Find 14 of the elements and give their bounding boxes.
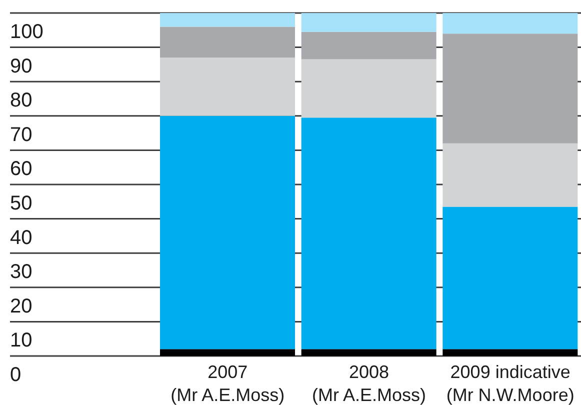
- x-tick-label: 2007 (Mr A.E.Moss): [170, 362, 285, 405]
- y-tick-label: 100: [10, 21, 44, 43]
- x-tick-label: 2008 (Mr A.E.Moss): [312, 362, 426, 405]
- y-tick-label: 30: [10, 261, 32, 284]
- y-tick-label: 20: [10, 295, 32, 318]
- y-tick-label: 60: [10, 158, 32, 180]
- y-tick-label: 90: [10, 55, 32, 78]
- x-tick-label: 2009 indicative (Mr N.W.Moore): [446, 362, 574, 405]
- y-tick-label: 40: [10, 226, 32, 249]
- y-tick-label: 70: [10, 124, 32, 146]
- y-tick-label: 10: [10, 330, 32, 352]
- y-tick-label: 80: [10, 90, 32, 112]
- y-tick-label: 50: [10, 192, 32, 214]
- y-tick-label: 0: [10, 364, 22, 386]
